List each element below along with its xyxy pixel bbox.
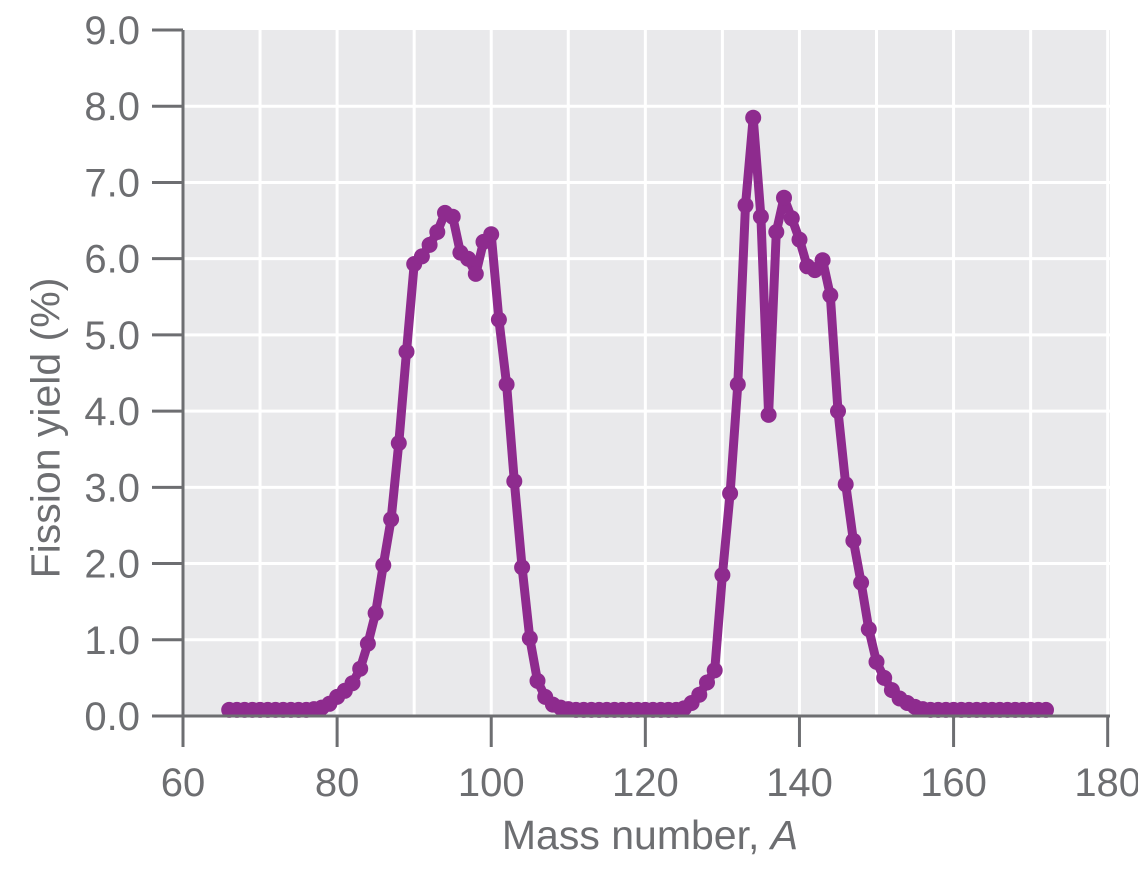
data-point: [390, 435, 407, 452]
x-tick-label: 100: [458, 761, 525, 805]
data-point: [860, 621, 877, 638]
x-tick-label: 180: [1074, 761, 1138, 805]
x-axis-label: Mass number, A: [502, 812, 798, 859]
data-point: [822, 287, 839, 304]
data-point: [429, 224, 446, 240]
data-point: [853, 574, 870, 591]
data-point: [506, 473, 523, 490]
x-tick-label: 120: [612, 761, 679, 805]
data-point: [383, 511, 400, 528]
data-point: [737, 197, 754, 214]
data-point: [752, 208, 769, 225]
data-point: [776, 189, 792, 206]
data-point: [398, 343, 415, 360]
y-tick-label: 6.0: [84, 238, 140, 282]
data-point: [876, 669, 893, 686]
data-point: [830, 403, 846, 420]
data-point: [768, 224, 785, 240]
x-axis-label-variable: A: [770, 812, 799, 858]
data-point: [814, 252, 831, 269]
data-point: [868, 653, 885, 670]
data-point: [699, 674, 715, 691]
data-point: [706, 662, 723, 679]
data-point: [367, 605, 384, 622]
y-tick-label: 0.0: [84, 695, 140, 739]
x-axis-label-text: Mass number,: [501, 812, 771, 858]
y-tick-label: 1.0: [84, 619, 140, 663]
data-point: [722, 485, 739, 502]
data-point: [490, 311, 507, 328]
data-point: [413, 248, 430, 265]
data-point: [467, 265, 484, 282]
data-point: [344, 675, 361, 692]
data-point: [460, 250, 477, 267]
x-tick-label: 160: [920, 761, 987, 805]
data-point: [729, 376, 746, 393]
y-tick-label: 9.0: [84, 9, 140, 53]
data-point: [498, 376, 515, 393]
y-tick-label: 4.0: [84, 390, 140, 434]
y-tick-label: 7.0: [84, 161, 140, 205]
data-point: [745, 109, 762, 126]
data-point: [760, 406, 777, 423]
data-point: [514, 559, 531, 576]
data-point: [714, 567, 731, 583]
y-tick-label: 3.0: [84, 466, 140, 510]
data-point: [845, 532, 862, 549]
data-point: [1038, 701, 1054, 718]
data-point: [791, 231, 808, 248]
x-tick-label: 80: [315, 761, 360, 805]
y-tick-label: 5.0: [84, 314, 140, 358]
data-point: [421, 236, 438, 253]
x-tick-label: 140: [766, 761, 833, 805]
data-point: [483, 226, 500, 243]
data-point: [444, 208, 461, 225]
data-point: [375, 557, 392, 574]
data-point: [783, 210, 800, 227]
x-tick-label: 60: [161, 761, 206, 805]
data-point: [529, 672, 546, 689]
y-tick-label: 2.0: [84, 543, 140, 587]
data-point: [691, 686, 708, 703]
y-tick-label: 8.0: [84, 85, 140, 129]
data-point: [521, 630, 538, 647]
data-point: [837, 476, 854, 493]
y-axis-label: Fission yield (%): [22, 277, 69, 579]
data-point: [359, 635, 376, 652]
data-point: [352, 660, 369, 677]
